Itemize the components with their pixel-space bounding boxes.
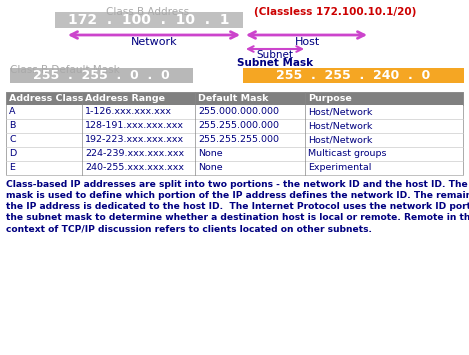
Text: 1-126.xxx.xxx.xxx: 1-126.xxx.xxx.xxx [85,108,172,116]
Text: 172  .  100  .  10  .  1: 172 . 100 . 10 . 1 [68,13,230,27]
Text: B: B [9,121,15,131]
Bar [6,92,463,105]
Text: E: E [9,164,15,173]
Text: 240-255.xxx.xxx.xxx: 240-255.xxx.xxx.xxx [85,164,184,173]
Text: Host/Network: Host/Network [308,136,372,144]
Bar [55,12,243,28]
Text: 224-239.xxx.xxx.xxx: 224-239.xxx.xxx.xxx [85,149,184,158]
Text: 255.255.255.000: 255.255.255.000 [198,136,279,144]
Text: Host/Network: Host/Network [308,121,372,131]
Bar [6,161,463,175]
Text: 255  .  255  .  240  .  0: 255 . 255 . 240 . 0 [276,69,431,82]
Bar [10,68,193,83]
Text: 128-191.xxx.xxx.xxx: 128-191.xxx.xxx.xxx [85,121,184,131]
Text: the IP address is dedicated to the host ID.  The Internet Protocol uses the netw: the IP address is dedicated to the host … [6,202,469,211]
Text: 255.255.000.000: 255.255.000.000 [198,121,279,131]
Text: Default Mask: Default Mask [198,94,268,103]
Text: Purpose: Purpose [308,94,352,103]
Bar [6,147,463,161]
Text: (Classless 172.100.10.1/20): (Classless 172.100.10.1/20) [254,7,416,17]
Text: D: D [9,149,16,158]
Bar [243,68,464,83]
Text: None: None [198,164,223,173]
Text: Host/Network: Host/Network [308,108,372,116]
Text: Subnet Mask: Subnet Mask [237,58,313,68]
Text: 192-223.xxx.xxx.xxx: 192-223.xxx.xxx.xxx [85,136,184,144]
Text: Multicast groups: Multicast groups [308,149,386,158]
Text: context of TCP/IP discussion refers to clients located on other subnets.: context of TCP/IP discussion refers to c… [6,224,372,233]
Bar [6,92,463,175]
Text: A: A [9,108,15,116]
Text: 255  .  255  .  0  .  0: 255 . 255 . 0 . 0 [33,69,170,82]
Text: 255.000.000.000: 255.000.000.000 [198,108,279,116]
Bar [6,119,463,133]
Text: Network: Network [131,37,177,47]
Text: mask is used to define which portion of the IP address defines the network ID. T: mask is used to define which portion of … [6,191,469,200]
Bar [6,105,463,119]
Text: Experimental: Experimental [308,164,371,173]
Bar [6,133,463,147]
Text: Class B Default Mask: Class B Default Mask [10,65,120,75]
Text: None: None [198,149,223,158]
Text: Subnet: Subnet [257,50,294,60]
Text: the subnet mask to determine whether a destination host is local or remote. Remo: the subnet mask to determine whether a d… [6,213,469,222]
Text: Address Class: Address Class [9,94,83,103]
Text: C: C [9,136,15,144]
Text: Class-based IP addresses are split into two portions - the network ID and the ho: Class-based IP addresses are split into … [6,180,469,189]
Text: Address Range: Address Range [85,94,165,103]
Text: Host: Host [295,37,320,47]
Text: Class B Address: Class B Address [106,7,189,17]
